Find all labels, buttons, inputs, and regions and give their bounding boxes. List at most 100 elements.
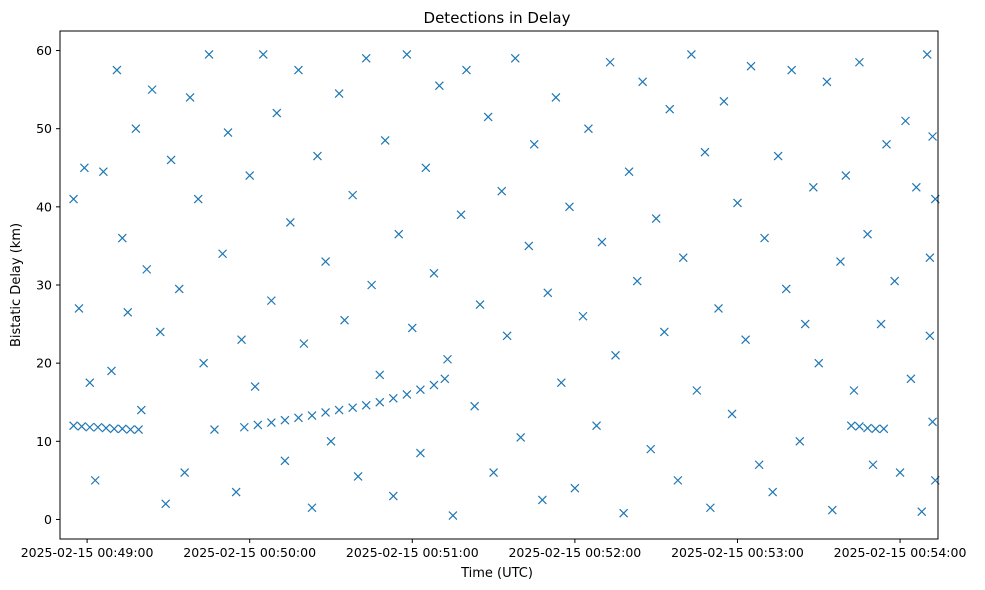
y-tick-label: 0 xyxy=(44,512,52,527)
data-point xyxy=(388,491,398,501)
data-point xyxy=(415,448,425,458)
data-point xyxy=(705,503,715,513)
data-point xyxy=(854,57,864,67)
y-tick-label: 40 xyxy=(36,199,52,214)
data-point xyxy=(665,104,675,114)
data-point xyxy=(166,155,176,165)
data-point xyxy=(863,423,872,433)
data-point xyxy=(109,424,119,434)
data-point xyxy=(714,304,723,313)
data-point xyxy=(808,182,818,192)
data-point xyxy=(733,198,742,208)
y-axis: 0 10 20 30 40 50 60 xyxy=(36,43,60,527)
data-point xyxy=(185,93,195,102)
y-tick-label: 50 xyxy=(36,121,52,136)
data-point xyxy=(597,237,607,247)
data-point xyxy=(429,380,439,390)
data-point xyxy=(854,422,864,431)
data-point xyxy=(686,50,696,59)
data-point xyxy=(250,382,260,392)
data-point xyxy=(348,190,358,200)
data-point xyxy=(321,407,330,417)
data-point xyxy=(632,276,642,286)
data-point xyxy=(570,483,580,493)
data-point xyxy=(768,487,778,497)
data-point xyxy=(673,475,683,485)
data-point xyxy=(863,229,872,239)
x-axis: 2025-02-15 00:49:00 2025-02-15 00:50:00 20… xyxy=(21,539,966,560)
data-point xyxy=(448,511,458,520)
data-point xyxy=(258,50,268,59)
data-point xyxy=(180,468,190,477)
data-point xyxy=(925,253,935,263)
data-marks xyxy=(69,50,940,520)
x-tick-label: 2025-02-15 00:49:00 xyxy=(21,545,154,560)
data-point xyxy=(161,499,171,509)
data-point xyxy=(285,218,295,227)
data-point xyxy=(890,276,900,286)
data-point xyxy=(876,319,886,329)
data-point xyxy=(800,319,810,329)
data-point xyxy=(700,147,710,157)
data-point xyxy=(74,304,84,313)
data-point xyxy=(402,50,412,59)
data-point xyxy=(443,354,452,364)
data-point xyxy=(917,507,927,517)
data-point xyxy=(578,311,588,321)
data-point xyxy=(456,210,466,220)
data-point xyxy=(69,421,78,431)
data-point xyxy=(77,422,87,431)
x-tick-label: 2025-02-15 00:50:00 xyxy=(183,545,316,560)
data-point xyxy=(906,374,916,384)
data-point xyxy=(107,366,116,376)
y-tick-label: 60 xyxy=(36,43,52,58)
data-point xyxy=(497,186,507,196)
data-point xyxy=(388,393,398,403)
data-point xyxy=(624,167,634,177)
data-point xyxy=(174,284,184,294)
data-point xyxy=(245,171,255,181)
data-point xyxy=(773,151,783,161)
data-point xyxy=(925,331,935,341)
data-point xyxy=(223,128,233,138)
x-tick-label: 2025-02-15 00:53:00 xyxy=(671,545,804,560)
data-point xyxy=(210,425,219,435)
data-point xyxy=(849,386,859,395)
data-point xyxy=(928,417,938,427)
data-point xyxy=(193,194,203,204)
data-point xyxy=(380,135,390,145)
data-point xyxy=(795,436,805,446)
data-point xyxy=(719,96,729,106)
data-point xyxy=(483,112,493,122)
data-point xyxy=(692,386,702,395)
y-axis-label: Bistatic Delay (km) xyxy=(9,223,24,347)
data-point xyxy=(361,400,371,410)
data-point xyxy=(361,53,371,63)
data-point xyxy=(605,57,615,67)
data-point xyxy=(827,505,837,515)
data-point xyxy=(394,229,404,239)
data-point xyxy=(922,50,932,59)
data-point xyxy=(421,163,431,173)
data-point xyxy=(334,89,344,98)
data-point xyxy=(489,468,499,477)
data-point xyxy=(123,307,133,317)
data-point xyxy=(93,422,103,432)
data-point xyxy=(266,418,276,427)
data-point xyxy=(814,358,824,368)
data-point xyxy=(142,264,152,274)
data-point xyxy=(746,61,756,71)
data-point xyxy=(272,108,282,118)
data-point xyxy=(551,93,561,102)
data-point xyxy=(611,350,620,360)
data-point xyxy=(155,327,165,337)
data-point xyxy=(204,50,214,59)
data-point xyxy=(871,424,881,434)
data-point xyxy=(760,233,769,243)
data-point xyxy=(741,335,751,345)
data-point xyxy=(126,425,135,435)
y-tick-label: 10 xyxy=(36,434,52,449)
data-point xyxy=(90,475,100,485)
